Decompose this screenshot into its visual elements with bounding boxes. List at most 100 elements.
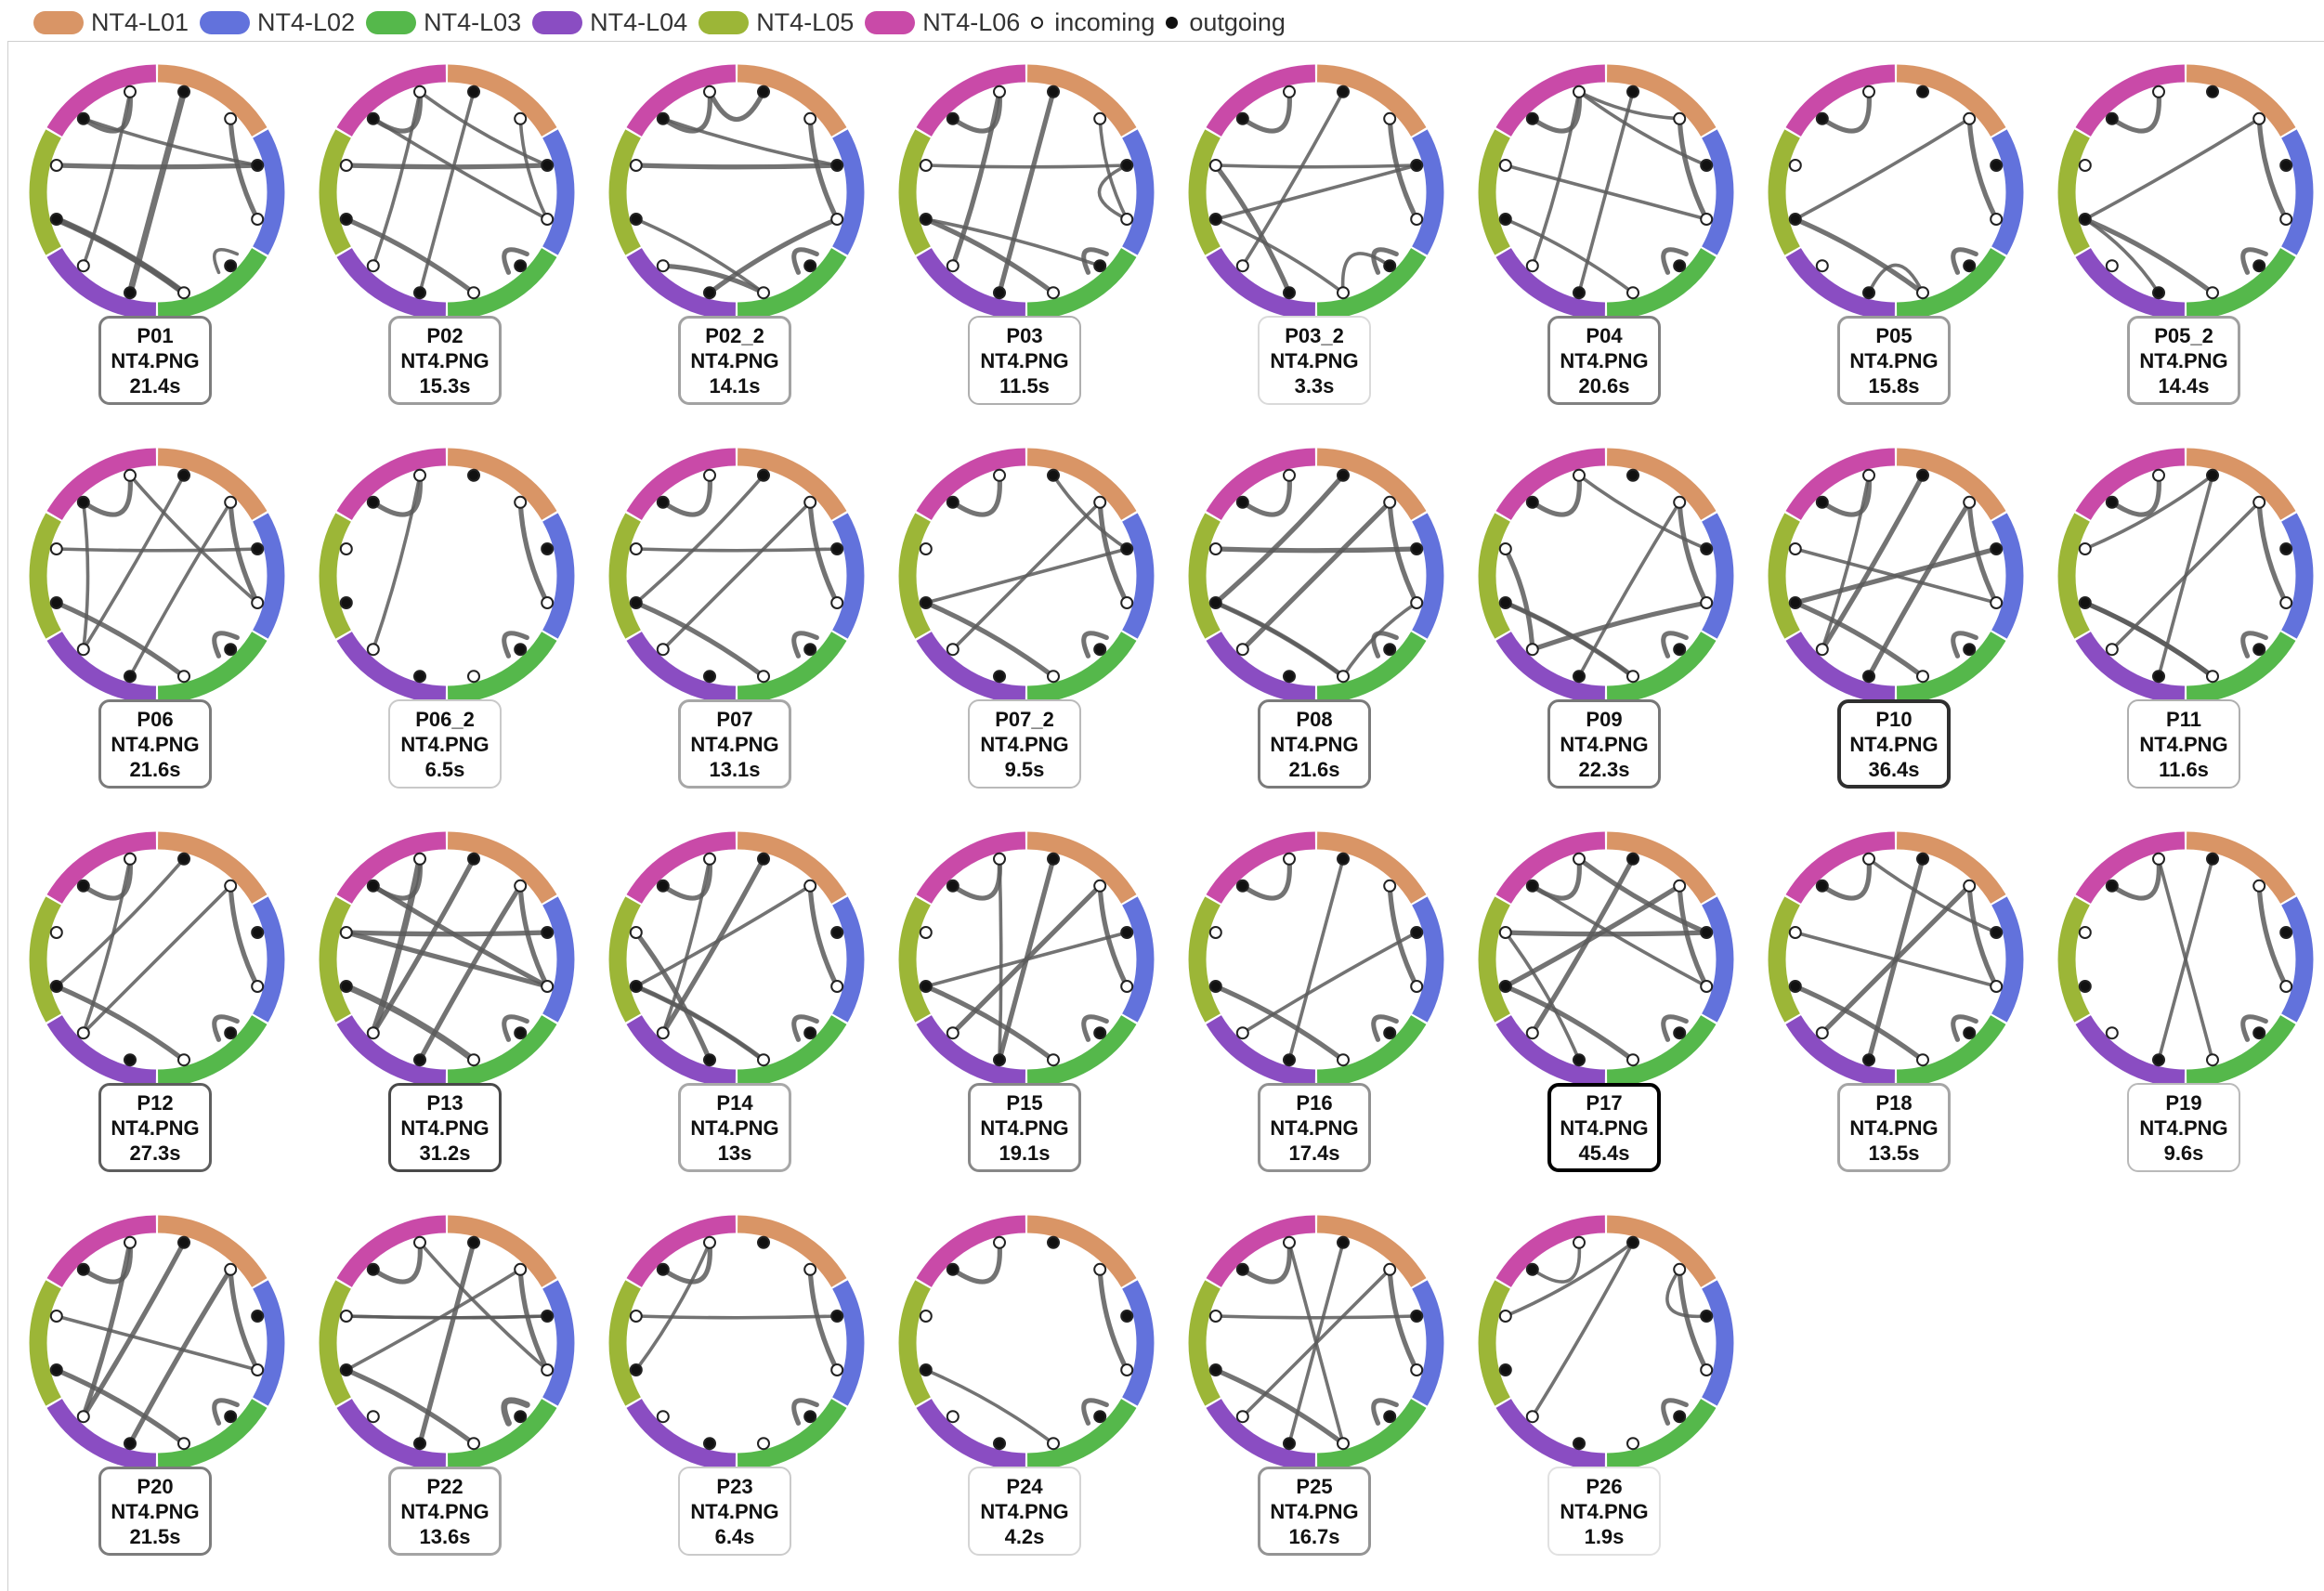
transition-link [1966, 883, 1999, 989]
participant-cell-p22[interactable]: P22 NT4.PNG 13.6s [302, 1198, 592, 1582]
ring-segment-nt4-l02 [832, 1280, 865, 1406]
outgoing-node [1525, 495, 1539, 509]
ring-segment-nt4-l03 [1026, 247, 1137, 320]
ring-segment-nt4-l06 [1206, 831, 1316, 905]
ring-segment-nt4-l01 [1026, 1215, 1137, 1288]
ring-segment-nt4-l04 [626, 631, 737, 704]
participant-cell-p23[interactable]: P23 NT4.PNG 6.4s [592, 1198, 881, 1582]
incoming-node [467, 286, 480, 300]
ring-segment-nt4-l06 [336, 64, 447, 137]
participant-cell-p18[interactable]: P18 NT4.PNG 13.5s [1751, 815, 2041, 1198]
participant-label: P24 NT4.PNG 4.2s [968, 1467, 1081, 1556]
participant-file: NT4.PNG [980, 732, 1069, 756]
participant-cell-p09[interactable]: P09 NT4.PNG 22.3s [1461, 431, 1751, 815]
outgoing-node [1916, 852, 1929, 866]
outgoing-node [339, 1363, 353, 1376]
transition-link [661, 501, 812, 651]
ring-segment-nt4-l02 [1702, 896, 1734, 1023]
participant-cell-p07_2[interactable]: P07_2 NT4.PNG 9.5s [881, 431, 1171, 815]
participant-label: P23 NT4.PNG 6.4s [678, 1467, 791, 1556]
transition-link [82, 884, 232, 1035]
transition-link [1504, 931, 1581, 1062]
incoming-node [2206, 1053, 2219, 1067]
participant-cell-p24[interactable]: P24 NT4.PNG 4.2s [881, 1198, 1171, 1582]
transition-link [2256, 500, 2289, 606]
transition-link [1081, 631, 1109, 659]
outgoing-node [251, 542, 265, 555]
participant-cell-p20[interactable]: P20 NT4.PNG 21.5s [12, 1198, 302, 1582]
outgoing-node [1673, 259, 1687, 273]
participant-cell-p08[interactable]: P08 NT4.PNG 21.6s [1171, 431, 1461, 815]
participant-file: NT4.PNG [980, 1115, 1069, 1140]
participant-cell-p15[interactable]: P15 NT4.PNG 19.1s [881, 815, 1171, 1198]
transition-link [1531, 1241, 1582, 1284]
participant-id: P07_2 [995, 707, 1054, 731]
ring-segment-nt4-l06 [1785, 448, 1896, 521]
participant-cell-p05_2[interactable]: P05_2 NT4.PNG 14.4s [2041, 47, 2324, 431]
incoming-node [366, 1026, 380, 1040]
incoming-node [757, 1437, 770, 1451]
ring-segment-nt4-l06 [916, 831, 1026, 905]
outgoing-node [656, 879, 670, 893]
participant-cell-p05[interactable]: P05 NT4.PNG 15.8s [1751, 47, 2041, 431]
outgoing-node [2105, 879, 2119, 893]
participant-cell-p13[interactable]: P13 NT4.PNG 31.2s [302, 815, 592, 1198]
transition-link [1097, 1267, 1129, 1373]
outgoing-node [1963, 1026, 1977, 1040]
outgoing-node [2152, 286, 2165, 300]
incoming-node [251, 1363, 265, 1376]
legend-swatch [699, 10, 750, 34]
outgoing-node [2152, 1053, 2165, 1067]
transition-link [2109, 856, 2161, 901]
outgoing-node [1862, 670, 1875, 684]
outgoing-node [541, 542, 555, 555]
participant-file: NT4.PNG [2139, 1115, 2228, 1140]
ring-segment-nt4-l03 [1316, 247, 1427, 320]
incoming-node [1283, 852, 1296, 866]
legend-swatch [532, 10, 583, 34]
incoming-node [1047, 1437, 1060, 1451]
participant-cell-p02[interactable]: P02 NT4.PNG 15.3s [302, 47, 592, 431]
participant-cell-p12[interactable]: P12 NT4.PNG 27.3s [12, 815, 302, 1198]
transition-link [1503, 546, 1535, 652]
participant-id: P04 [1586, 323, 1623, 347]
participant-cell-p03[interactable]: P03 NT4.PNG 11.5s [881, 47, 1171, 431]
participant-cell-p06[interactable]: P06 NT4.PNG 21.6s [12, 431, 302, 815]
participant-cell-p02_2[interactable]: P02_2 NT4.PNG 14.1s [592, 47, 881, 431]
participant-id: P06_2 [415, 707, 475, 731]
ring-segment-nt4-l03 [1896, 247, 2006, 320]
legend-label: outgoing [1189, 7, 1286, 36]
participant-cell-p10[interactable]: P10 NT4.PNG 36.4s [1751, 431, 2041, 815]
participant-cell-p26[interactable]: P26 NT4.PNG 1.9s [1461, 1198, 1751, 1582]
participant-file: NT4.PNG [690, 348, 779, 372]
transition-link [1081, 247, 1109, 275]
incoming-node [467, 670, 480, 684]
ring-segment-nt4-l02 [542, 513, 575, 639]
transition-link [372, 474, 422, 651]
participant-cell-p06_2[interactable]: P06_2 NT4.PNG 6.5s [302, 431, 592, 815]
transition-link [807, 116, 840, 222]
participant-cell-p14[interactable]: P14 NT4.PNG 13s [592, 815, 881, 1198]
participant-cell-p16[interactable]: P16 NT4.PNG 17.4s [1171, 815, 1461, 1198]
chord-diagram [1188, 1215, 1444, 1471]
participant-cell-p19[interactable]: P19 NT4.PNG 9.6s [2041, 815, 2324, 1198]
participant-cell-p07[interactable]: P07 NT4.PNG 13.1s [592, 431, 881, 815]
participant-cell-p04[interactable]: P04 NT4.PNG 20.6s [1461, 47, 1751, 431]
ring-segment-nt4-l04 [1206, 631, 1316, 704]
outgoing-node [1788, 213, 1802, 226]
participant-cell-p03_2[interactable]: P03_2 NT4.PNG 3.3s [1171, 47, 1461, 431]
transition-link [1577, 90, 1681, 121]
transition-link [502, 247, 529, 275]
outgoing-node [467, 468, 480, 482]
outgoing-node [1815, 111, 1829, 125]
outgoing-node [224, 1410, 238, 1424]
ring-segment-nt4-l01 [1896, 831, 2006, 905]
legend-label: NT4-L06 [922, 7, 1021, 36]
outgoing-node [1093, 1026, 1107, 1040]
participant-cell-p11[interactable]: P11 NT4.PNG 11.6s [2041, 431, 2324, 815]
outgoing-node [656, 111, 670, 125]
participant-cell-p01[interactable]: P01 NT4.PNG 21.4s [12, 47, 302, 431]
outgoing-node [1283, 1053, 1296, 1067]
participant-cell-p17[interactable]: P17 NT4.PNG 45.4s [1461, 815, 1751, 1198]
participant-cell-p25[interactable]: P25 NT4.PNG 16.7s [1171, 1198, 1461, 1582]
